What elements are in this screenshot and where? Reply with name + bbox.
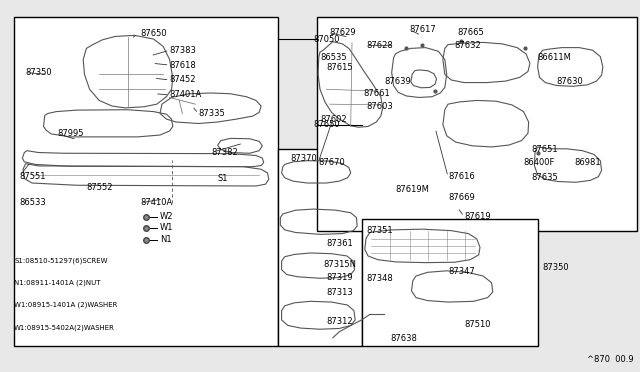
- Text: 87319: 87319: [326, 273, 353, 282]
- Text: 86535: 86535: [320, 53, 347, 62]
- Text: 87635: 87635: [531, 173, 558, 182]
- Text: N1: N1: [160, 235, 172, 244]
- Text: 87361: 87361: [326, 239, 353, 248]
- Text: 87510: 87510: [464, 320, 490, 329]
- Text: 87452: 87452: [170, 76, 196, 84]
- Text: 87995: 87995: [58, 129, 84, 138]
- Text: 87650: 87650: [141, 29, 168, 38]
- Text: 86611M: 86611M: [538, 53, 572, 62]
- Bar: [317, 17, 637, 231]
- Text: 87315N: 87315N: [323, 260, 356, 269]
- Text: 87629: 87629: [330, 28, 356, 37]
- Text: 87370: 87370: [290, 154, 317, 163]
- Text: 87619: 87619: [464, 212, 491, 221]
- Text: 87383: 87383: [170, 46, 196, 55]
- Text: 87638: 87638: [390, 334, 417, 343]
- Text: N1:08911-1401A (2)NUT: N1:08911-1401A (2)NUT: [14, 279, 100, 286]
- Bar: [278, 149, 362, 346]
- Text: S1: S1: [218, 174, 228, 183]
- Text: 87350: 87350: [543, 263, 570, 272]
- Text: 87351: 87351: [366, 226, 393, 235]
- Text: 87347: 87347: [448, 267, 475, 276]
- Text: W2: W2: [160, 212, 173, 221]
- Text: 87651: 87651: [531, 145, 558, 154]
- Text: 87382: 87382: [211, 148, 238, 157]
- Text: S1:08510-51297(6)SCREW: S1:08510-51297(6)SCREW: [14, 257, 108, 264]
- Text: 87348: 87348: [366, 274, 393, 283]
- Text: 87603: 87603: [366, 102, 393, 111]
- Text: 87617: 87617: [410, 25, 436, 34]
- Text: 86533: 86533: [19, 198, 46, 207]
- Text: 87410A: 87410A: [141, 198, 173, 207]
- Text: 87616: 87616: [448, 172, 475, 181]
- Text: 87335: 87335: [198, 109, 225, 118]
- Text: 87313: 87313: [326, 288, 353, 296]
- Text: 87628: 87628: [366, 41, 393, 50]
- Text: ^870  00.9: ^870 00.9: [587, 355, 634, 364]
- Text: 87630: 87630: [557, 77, 584, 86]
- Text: 87401A: 87401A: [170, 90, 202, 99]
- Bar: [362, 219, 538, 346]
- Text: 87551: 87551: [19, 172, 45, 181]
- Text: 87552: 87552: [86, 183, 113, 192]
- Bar: [14, 17, 278, 346]
- Text: 87661: 87661: [363, 89, 390, 98]
- Text: 87650: 87650: [314, 120, 340, 129]
- Text: 87312: 87312: [326, 317, 353, 326]
- Text: W1: W1: [160, 223, 173, 232]
- Text: 87618: 87618: [170, 61, 196, 70]
- Text: 87665: 87665: [458, 28, 484, 37]
- Text: 87050: 87050: [314, 35, 340, 44]
- Text: 86981: 86981: [575, 158, 602, 167]
- Text: 87632: 87632: [454, 41, 481, 50]
- Text: 87669: 87669: [448, 193, 475, 202]
- Text: 87615: 87615: [326, 63, 353, 72]
- Text: 86400F: 86400F: [524, 158, 555, 167]
- Text: 87670: 87670: [318, 158, 345, 167]
- Text: 87602: 87602: [320, 115, 347, 124]
- Text: W1:08915-5402A(2)WASHER: W1:08915-5402A(2)WASHER: [14, 324, 115, 331]
- Text: 87350: 87350: [26, 68, 52, 77]
- Text: 87619M: 87619M: [396, 185, 429, 194]
- Text: W1:08915-1401A (2)WASHER: W1:08915-1401A (2)WASHER: [14, 302, 118, 308]
- Text: 87639: 87639: [384, 77, 411, 86]
